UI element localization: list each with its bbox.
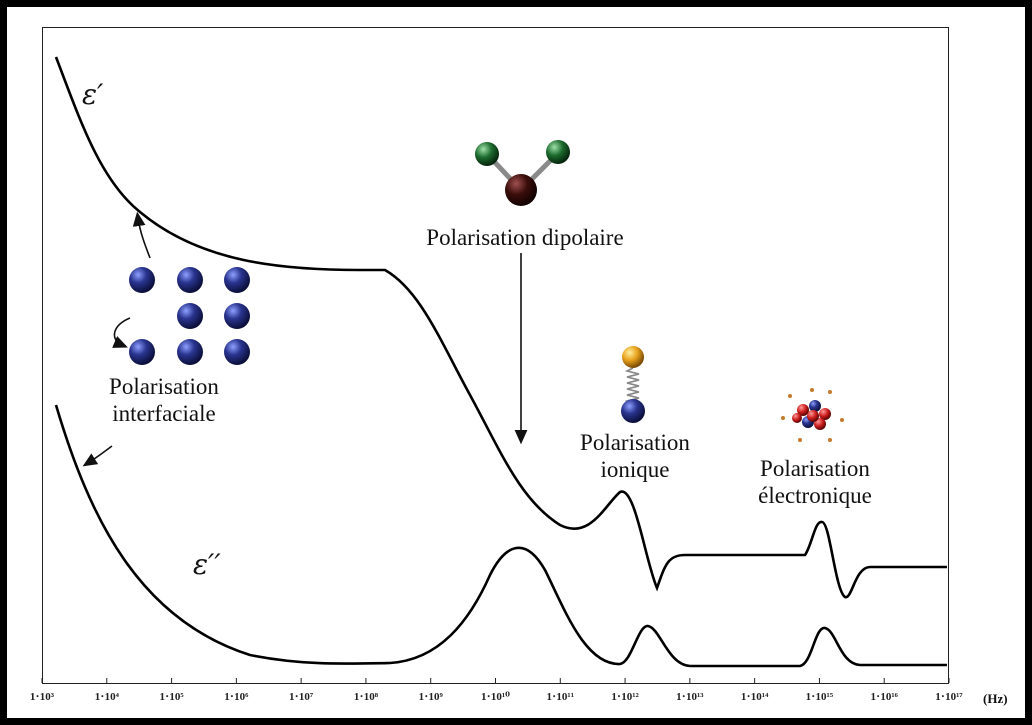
x-tick-label: 1⋅10¹²: [611, 691, 639, 703]
epsilon-second-label: ε′′: [193, 548, 221, 581]
ionic-label: Polarisation ionique: [550, 429, 720, 483]
electronic-label-line2: électronique: [758, 483, 872, 509]
ionic-label-line1: Polarisation: [580, 430, 690, 455]
x-tick-label: 1⋅10⁸: [353, 691, 379, 703]
x-tick-label: 1⋅10¹⁴: [740, 691, 769, 703]
lattice-hop-arrow: [112, 317, 131, 348]
x-axis-tick-marks: [41, 678, 950, 683]
epsilon-second-curve: [54, 404, 947, 668]
dipolar-label: Polarisation dipolaire: [426, 225, 624, 250]
x-tick-label: 1⋅10⁴: [94, 691, 119, 703]
x-tick-label: 1⋅10⁶: [224, 691, 249, 703]
electronic-label-line1: Polarisation: [760, 456, 870, 481]
x-tick-label: 1⋅10³: [29, 691, 55, 703]
x-tick-label: 1⋅10⁵: [159, 691, 184, 703]
epsilon-prime-label: ε′: [82, 78, 104, 111]
x-tick-label: 1⋅10⁷: [289, 691, 314, 703]
x-tick-label: 1⋅10¹⁰: [481, 691, 510, 703]
electron-cloud-atom-icon: [781, 388, 844, 442]
lattice-atoms-icon: [129, 267, 250, 365]
interfacial-arrow-down: [82, 445, 113, 467]
interfacial-arrow-up: [132, 211, 151, 259]
ion-pair-spring-icon: [621, 346, 645, 423]
ionic-label-line2: ionique: [600, 457, 670, 483]
epsilon-prime-curve: [54, 56, 947, 599]
electronic-label: Polarisation électronique: [725, 455, 905, 509]
x-tick-label: 1⋅10⁹: [418, 691, 443, 703]
x-tick-label: 1⋅10¹⁶: [870, 691, 898, 703]
x-axis-unit-label: (Hz): [983, 691, 1008, 706]
x-tick-label: 1⋅10¹³: [676, 691, 704, 703]
x-tick-label: 1⋅10¹¹: [546, 691, 575, 703]
x-tick-label: 1⋅10¹⁵: [805, 691, 834, 703]
plot-area: [42, 27, 949, 684]
interfacial-label: Polarisation interfaciale: [64, 373, 264, 427]
x-tick-label: 1⋅10¹⁷: [935, 691, 963, 703]
interfacial-label-line1: Polarisation: [109, 374, 219, 399]
water-dipole-molecule-icon: [475, 140, 570, 206]
interfacial-label-line2: interfaciale: [112, 401, 216, 427]
